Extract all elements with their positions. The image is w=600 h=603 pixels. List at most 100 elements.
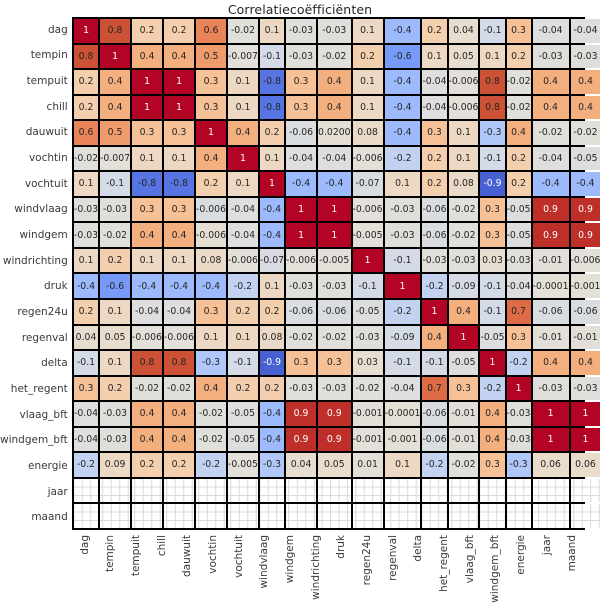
heatmap-cell-value: 1 (83, 26, 89, 35)
heatmap-cell-value: 0.1 (140, 154, 155, 163)
heatmap-cell: 0.4 (164, 45, 194, 69)
heatmap-cell: -0.006 (449, 70, 479, 94)
heatmap-cell-value: -0.9 (263, 358, 281, 367)
heatmap-cell-value: -0.3 (510, 460, 528, 469)
heatmap-cell-value: 0.8 (485, 103, 500, 112)
heatmap-cell: 0.3 (449, 377, 479, 401)
heatmap-cell: -0.01 (533, 326, 569, 350)
heatmap-cell-value: 0.3 (456, 384, 471, 393)
heatmap-cell-value: -0.05 (507, 231, 531, 240)
heatmap-cell-value: 1 (461, 333, 467, 342)
heatmap-cell-value: -0.006 (132, 333, 162, 342)
heatmap-cell-value: 0.2 (511, 154, 526, 163)
heatmap-cell-value: 0.9 (578, 205, 593, 214)
heatmap-cell-value: -0.1 (263, 52, 281, 61)
heatmap-cell: 0.8 (480, 70, 504, 94)
heatmap-cell (480, 479, 504, 503)
heatmap-cell: -0.1 (260, 45, 284, 69)
heatmap-cell: -0.6 (100, 274, 130, 298)
y-tick-label: tempin (0, 43, 72, 69)
heatmap-cell-value: 0.8 (172, 358, 187, 367)
heatmap-cell-value: 0.9 (543, 231, 558, 240)
heatmap-cell: -0.06 (422, 223, 446, 247)
heatmap-cell: -0.03 (100, 428, 130, 452)
heatmap-cell-value: -0.8 (170, 179, 188, 188)
heatmap-cell: 1 (533, 402, 569, 426)
heatmap-cell-value: -0.8 (263, 103, 281, 112)
heatmap-cell: 0.3 (132, 198, 162, 222)
heatmap-cell: -0.03 (422, 249, 446, 273)
heatmap-cell: 0.3 (286, 70, 316, 94)
heatmap-cell: 0.04 (449, 19, 479, 43)
heatmap-cell-value: -0.1 (483, 26, 501, 35)
heatmap-cell-value: 0.4 (543, 77, 558, 86)
heatmap-cell-value: -0.03 (573, 384, 597, 393)
heatmap-cell: -0.1 (100, 172, 130, 196)
heatmap-cell: -0.3 (480, 121, 504, 145)
heatmap-cell-value: 1 (432, 307, 438, 316)
heatmap-cell: -0.02 (353, 377, 383, 401)
heatmap-cell-value: 0.3 (204, 307, 219, 316)
heatmap-cell: -0.02 (449, 453, 479, 477)
heatmap-cell: 0.4 (196, 377, 226, 401)
heatmap-cell: 0.4 (132, 428, 162, 452)
heatmap-cell: -0.006 (353, 147, 383, 171)
heatmap-cell: 0.2 (422, 19, 446, 43)
heatmap-cell: -0.03 (571, 377, 600, 401)
heatmap-cell: -0.02 (196, 428, 226, 452)
heatmap-cell (533, 504, 569, 528)
heatmap-cell-value: -0.02 (322, 333, 346, 342)
heatmap-cell-value: -0.1 (483, 282, 501, 291)
heatmap-cell: 0.9 (571, 223, 600, 247)
heatmap-cell-value: 0.1 (79, 179, 94, 188)
heatmap-cell: -0.4 (260, 428, 284, 452)
heatmap-cell: 0.1 (132, 249, 162, 273)
heatmap-cell-value: -0.02 (322, 52, 346, 61)
heatmap-cell: 0.1 (100, 300, 130, 324)
x-tick-label: vlaag_bft (464, 535, 476, 583)
heatmap-cell: -0.4 (571, 172, 600, 196)
heatmap-cell: -0.001 (571, 274, 600, 298)
heatmap-cell-value: 0.4 (140, 435, 155, 444)
heatmap-cell-value: -0.3 (202, 358, 220, 367)
heatmap-cell-value: -0.03 (507, 409, 531, 418)
x-tick-label: jaar (541, 535, 553, 555)
heatmap-cell-value: -0.03 (573, 52, 597, 61)
heatmap-cell: -0.02 (571, 121, 600, 145)
heatmap-cell (507, 504, 531, 528)
heatmap-cell: 0.3 (480, 198, 504, 222)
heatmap-cell-value: 0.2 (265, 128, 280, 137)
heatmap-cell-value: 0.9 (294, 435, 309, 444)
heatmap-cell: -0.007 (228, 45, 258, 69)
heatmap-cell-value: -0.2 (202, 460, 220, 469)
x-tick-slot: vlaag_bft (457, 532, 483, 600)
heatmap-cell: 0.2 (100, 377, 130, 401)
heatmap-cell: -0.2 (480, 377, 504, 401)
heatmap-cell-value: 0.1 (265, 154, 280, 163)
heatmap-cell-value: -0.02 (199, 409, 223, 418)
heatmap-cell: -0.0001 (385, 402, 421, 426)
heatmap-cell-value: 0.08 (201, 256, 222, 265)
heatmap-cell-value: -0.4 (77, 282, 95, 291)
heatmap-cell: -0.007 (100, 147, 130, 171)
heatmap-cell: 0.2 (132, 453, 162, 477)
heatmap-cell-value: -0.04 (167, 307, 191, 316)
heatmap-cell: -0.04 (132, 300, 162, 324)
heatmap-cell-value: 0.2 (427, 179, 442, 188)
heatmap-cell: -0.06 (286, 121, 316, 145)
heatmap-cell-value: 0.04 (76, 333, 97, 342)
heatmap-cell-value: 0.03 (357, 358, 378, 367)
heatmap-cell-value: -0.09 (451, 282, 475, 291)
y-tick-label: druk (0, 273, 72, 299)
x-tick-slot: dag (72, 532, 98, 600)
heatmap-cell-value: -0.03 (289, 282, 313, 291)
heatmap-cell: 1 (385, 274, 421, 298)
heatmap-cell-value: 1 (400, 282, 406, 291)
heatmap-cell: -0.03 (74, 223, 98, 247)
heatmap-cell: -0.04 (422, 96, 446, 120)
heatmap-cell-value: -0.02 (167, 384, 191, 393)
heatmap-cell: -0.05 (353, 300, 383, 324)
heatmap-cell: -0.1 (385, 249, 421, 273)
heatmap-cell-value: -0.02 (103, 231, 127, 240)
